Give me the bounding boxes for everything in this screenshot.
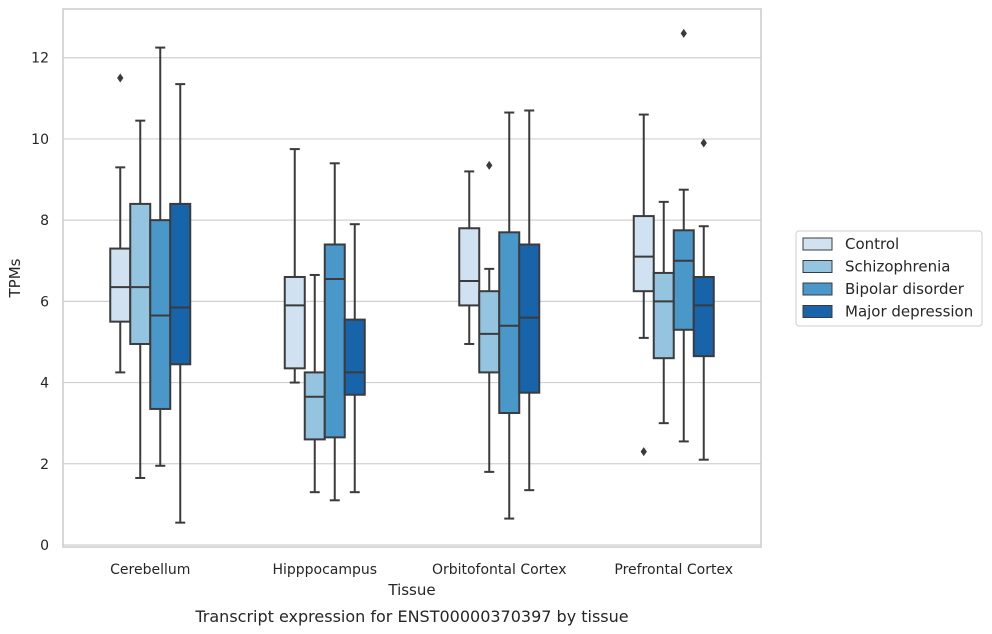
box-control: [283, 148, 306, 384]
box-major-depression: [692, 138, 715, 461]
box-major-depression: [518, 109, 541, 492]
box-bipolar-disorder: [672, 28, 695, 443]
box-control: [632, 113, 655, 457]
box-bipolar-disorder: [498, 111, 521, 520]
chart-caption: Transcript expression for ENST0000037039…: [194, 607, 628, 626]
iqr-box: [672, 229, 695, 331]
y-tick-label: 12: [31, 51, 49, 67]
plot-frame: [62, 8, 762, 548]
iqr-box: [169, 202, 192, 366]
box-schizophrenia: [652, 200, 675, 425]
x-tick-label: Hipppocampus: [272, 562, 377, 578]
box-bipolar-disorder: [149, 46, 172, 467]
legend-label: Schizophrenia: [845, 258, 950, 276]
box-control: [109, 73, 132, 374]
iqr-box: [109, 247, 132, 323]
box-schizophrenia: [478, 160, 501, 473]
iqr-box: [343, 318, 366, 396]
iqr-box: [518, 243, 541, 394]
x-tick-label: Cerebellum: [110, 562, 190, 578]
box-plot-marks: [109, 28, 715, 524]
outlier-point: [486, 160, 493, 170]
x-tick-labels: Cerebellum Hipppocampus Orbitofontal Corte…: [110, 562, 733, 578]
x-tick-label: Prefrontal Cortex: [614, 562, 733, 578]
x-tick-label: Orbitofontal Cortex: [432, 562, 567, 578]
box-bipolar-disorder: [323, 162, 346, 502]
y-tick-label: 10: [31, 132, 49, 148]
iqr-box: [478, 290, 501, 374]
legend: Control Schizophrenia Bipolar disorder Majo…: [795, 230, 983, 327]
box-schizophrenia: [303, 273, 326, 494]
legend-swatch: [802, 282, 833, 296]
legend-label: Major depression: [845, 303, 973, 321]
legend-swatch: [802, 237, 833, 251]
y-tick-label: 0: [40, 538, 49, 554]
iqr-box: [652, 271, 675, 360]
outlier-point: [640, 447, 647, 457]
iqr-box: [632, 215, 655, 293]
iqr-box: [129, 202, 152, 345]
y-tick-label: 6: [40, 294, 49, 310]
legend-swatch: [802, 305, 833, 318]
box-major-depression: [343, 223, 366, 494]
outlier-point: [680, 28, 687, 38]
legend-label: Bipolar disorder: [845, 280, 965, 298]
outlier-point: [117, 73, 124, 83]
iqr-box: [458, 227, 481, 307]
x-axis-title: Tissue: [387, 581, 435, 599]
legend-label: Control: [845, 235, 899, 253]
iqr-box: [498, 231, 521, 415]
box-major-depression: [169, 83, 192, 524]
y-tick-label: 2: [40, 457, 49, 473]
legend-swatch: [802, 260, 833, 273]
iqr-box: [283, 275, 306, 370]
box-schizophrenia: [129, 119, 152, 479]
y-tick-label: 8: [40, 213, 49, 229]
y-tick-labels: 0 2 4 6 8 10 12: [31, 51, 49, 554]
iqr-box: [149, 219, 172, 410]
iqr-box: [692, 275, 715, 358]
outlier-point: [700, 138, 707, 148]
y-axis-title: TPMs: [6, 258, 24, 298]
box-control: [458, 170, 481, 345]
iqr-box: [303, 371, 326, 441]
legend-frame: [795, 230, 983, 327]
y-tick-label: 4: [40, 376, 49, 392]
iqr-box: [323, 243, 346, 439]
